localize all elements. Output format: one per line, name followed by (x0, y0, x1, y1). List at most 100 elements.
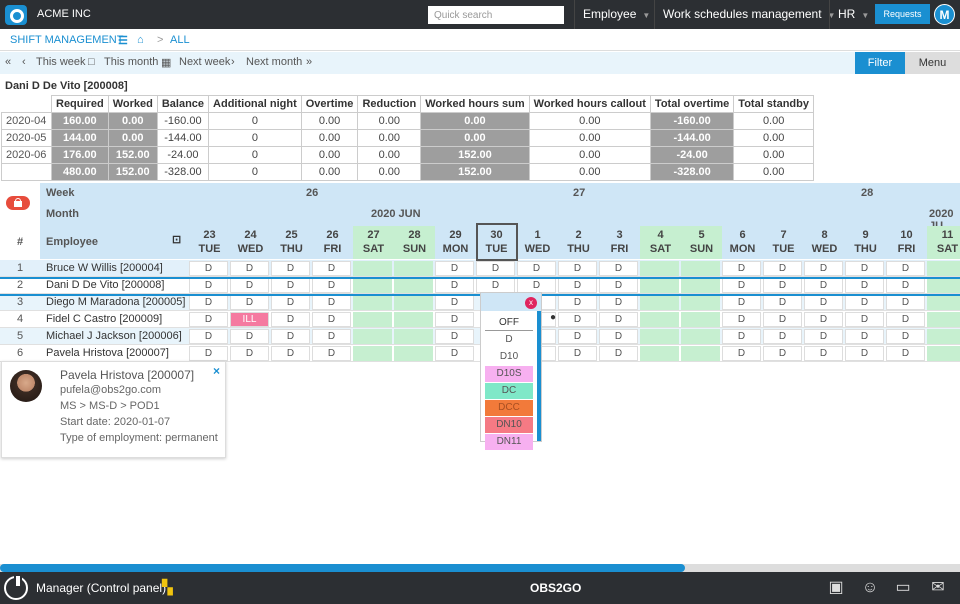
filter-button[interactable]: Filter (855, 52, 905, 74)
shift-cell[interactable]: D (886, 261, 925, 276)
shift-cell[interactable] (353, 346, 392, 361)
shift-cell[interactable] (640, 312, 679, 327)
home-icon[interactable]: ⌂ (137, 34, 144, 46)
control-panel-label[interactable]: Manager (Control panel) (36, 581, 167, 595)
shift-cell[interactable]: D (804, 261, 843, 276)
shift-cell[interactable]: D (435, 261, 474, 276)
shift-cell[interactable] (394, 346, 433, 361)
shift-cell[interactable]: D (804, 312, 843, 327)
shift-cell[interactable]: D (435, 329, 474, 344)
chevron-right-icon[interactable]: › (231, 56, 235, 68)
shift-cell[interactable] (640, 295, 679, 310)
shift-cell[interactable]: D (763, 295, 802, 310)
shift-cell[interactable]: D (722, 261, 761, 276)
shift-cell[interactable]: D (599, 261, 638, 276)
employee-name[interactable]: Diego M Maradona [200005] (46, 296, 186, 308)
shift-cell[interactable] (394, 295, 433, 310)
shift-option[interactable]: OFF (485, 315, 533, 331)
shift-cell[interactable] (927, 295, 960, 310)
shift-cell[interactable]: D (435, 312, 474, 327)
shift-cell[interactable] (681, 312, 720, 327)
shift-cell[interactable]: D (312, 261, 351, 276)
shift-cell[interactable]: D (886, 346, 925, 361)
shift-option[interactable]: D10 (485, 349, 533, 365)
shift-cell[interactable]: D (230, 295, 269, 310)
menu-employee[interactable]: Employee ▼ (574, 0, 658, 29)
app-logo-icon[interactable] (5, 5, 27, 25)
employee-name[interactable]: Fidel C Castro [200009] (46, 313, 163, 325)
user-avatar[interactable]: M (934, 4, 955, 25)
shift-cell[interactable]: D (722, 329, 761, 344)
shift-cell[interactable] (353, 261, 392, 276)
shift-cell[interactable]: D (271, 312, 310, 327)
shift-cell[interactable] (640, 329, 679, 344)
shift-cell[interactable]: D (271, 261, 310, 276)
shift-cell[interactable]: D (189, 261, 228, 276)
shift-cell[interactable] (681, 295, 720, 310)
shift-cell[interactable] (681, 346, 720, 361)
shift-cell[interactable]: D (763, 312, 802, 327)
double-chevron-left-icon[interactable]: « (5, 56, 12, 68)
shift-cell[interactable]: D (271, 295, 310, 310)
unlock-icon[interactable]: ⊡ (172, 234, 182, 246)
shift-cell[interactable]: D (312, 329, 351, 344)
shift-cell[interactable] (927, 312, 960, 327)
close-icon[interactable]: × (213, 364, 221, 378)
mail-icon[interactable]: ✉ (931, 579, 945, 596)
shift-cell[interactable]: D (558, 295, 597, 310)
shift-cell[interactable]: D (312, 295, 351, 310)
shift-cell[interactable]: D (722, 312, 761, 327)
next-week-button[interactable]: Next week (179, 56, 231, 68)
shift-option[interactable]: D (485, 332, 533, 348)
shift-cell[interactable] (681, 329, 720, 344)
list-icon[interactable]: ☰ (118, 35, 128, 47)
power-icon[interactable] (4, 576, 28, 600)
shift-cell[interactable]: D (599, 329, 638, 344)
chevron-left-icon[interactable]: ‹ (22, 56, 26, 68)
shift-cell[interactable] (394, 312, 433, 327)
employee-name[interactable]: Pavela Hristova [200007] (46, 347, 169, 359)
shift-option[interactable]: DN11 (485, 434, 533, 450)
shift-cell[interactable]: D (845, 261, 884, 276)
shift-cell[interactable]: D (763, 329, 802, 344)
shift-cell[interactable]: D (722, 295, 761, 310)
shift-cell[interactable] (353, 312, 392, 327)
chat-icon[interactable]: ▭ (895, 579, 911, 596)
dropdown-scrollbar[interactable] (537, 311, 541, 441)
shift-cell[interactable]: D (599, 312, 638, 327)
requests-button[interactable]: Requests (875, 4, 930, 24)
scrollbar-thumb[interactable] (0, 564, 685, 572)
schedule-row[interactable]: 2 Dani D De Vito [200008] D D D D D D D D D D D D D D (0, 277, 960, 294)
shift-cell[interactable]: D (230, 329, 269, 344)
breadcrumb-section[interactable]: SHIFT MANAGEMENT (10, 34, 124, 46)
shift-cell[interactable]: D (804, 329, 843, 344)
shift-cell[interactable]: D (312, 346, 351, 361)
shift-cell[interactable] (927, 261, 960, 276)
this-week-button[interactable]: This week (36, 56, 86, 68)
apps-icon[interactable]: ▚ (162, 579, 173, 595)
shift-cell[interactable]: D (312, 312, 351, 327)
shift-cell[interactable]: D (722, 346, 761, 361)
shift-cell[interactable]: D (230, 346, 269, 361)
shift-cell[interactable]: D (845, 312, 884, 327)
shift-cell[interactable]: D (517, 261, 556, 276)
shift-cell[interactable]: D (804, 278, 843, 293)
employee-name[interactable]: Michael J Jackson [200006] (46, 330, 182, 342)
shift-cell[interactable]: D (845, 329, 884, 344)
shift-option[interactable]: DN10 (485, 417, 533, 433)
shift-cell[interactable]: D (189, 312, 228, 327)
double-chevron-right-icon[interactable]: » (306, 56, 313, 68)
shift-cell[interactable]: D (845, 346, 884, 361)
shift-cell[interactable] (681, 261, 720, 276)
shift-cell[interactable]: D (558, 329, 597, 344)
breadcrumb-filter[interactable]: ALL (170, 34, 190, 46)
shift-cell[interactable]: D (763, 261, 802, 276)
shift-cell[interactable] (353, 329, 392, 344)
shift-cell[interactable] (394, 329, 433, 344)
shift-cell[interactable]: D (886, 295, 925, 310)
shift-cell[interactable]: D (230, 261, 269, 276)
menu-hr[interactable]: HR ▼ (829, 0, 877, 29)
shift-cell[interactable]: D (886, 329, 925, 344)
shift-cell[interactable]: D (558, 346, 597, 361)
shift-cell[interactable] (353, 295, 392, 310)
